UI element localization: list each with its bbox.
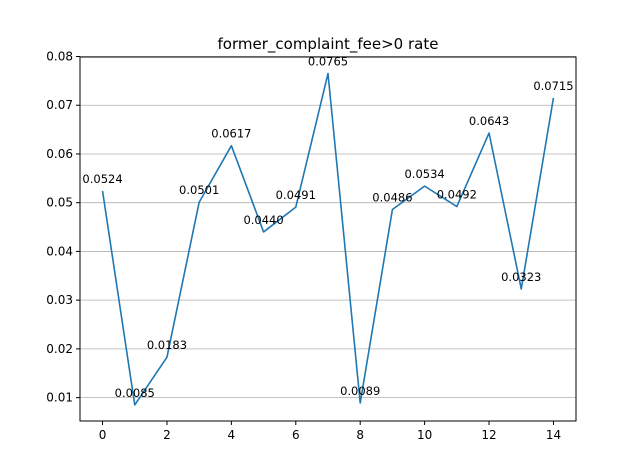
x-tick-label: 14 bbox=[546, 428, 561, 442]
data-label: 0.0440 bbox=[243, 213, 283, 227]
data-label: 0.0492 bbox=[437, 188, 477, 202]
data-label: 0.0534 bbox=[404, 167, 444, 181]
x-tick-label: 2 bbox=[163, 428, 171, 442]
y-tick-label: 0.04 bbox=[46, 244, 73, 258]
data-label: 0.0323 bbox=[501, 270, 541, 284]
axes: 0.01 0.02 0.03 0.04 0.05 0.06 0.07 0.08 0 2 4 6 8 10 1… bbox=[46, 50, 577, 442]
x-tick-label: 4 bbox=[228, 428, 236, 442]
data-label: 0.0524 bbox=[82, 172, 122, 186]
y-tick-label: 0.01 bbox=[46, 391, 73, 405]
data-label: 0.0765 bbox=[308, 55, 348, 69]
x-tick-label: 12 bbox=[481, 428, 496, 442]
y-tick-label: 0.03 bbox=[46, 293, 73, 307]
data-label: 0.0617 bbox=[211, 127, 251, 141]
data-label: 0.0085 bbox=[115, 386, 155, 400]
data-labels: 0.0524 0.0085 0.0183 0.0501 0.0617 0.0440 0.04… bbox=[82, 55, 573, 400]
data-label: 0.0501 bbox=[179, 183, 219, 197]
series-layer bbox=[101, 72, 555, 406]
y-tick-label: 0.07 bbox=[46, 98, 73, 112]
data-label: 0.0486 bbox=[372, 191, 412, 205]
data-label: 0.0183 bbox=[147, 338, 187, 352]
y-tick-label: 0.06 bbox=[46, 147, 73, 161]
data-label: 0.0643 bbox=[469, 114, 509, 128]
data-label: 0.0089 bbox=[340, 384, 380, 398]
plot-frame bbox=[79, 56, 577, 422]
x-tick-label: 10 bbox=[417, 428, 432, 442]
y-tick-label: 0.05 bbox=[46, 196, 73, 210]
x-tick-label: 6 bbox=[292, 428, 300, 442]
x-tick-label: 8 bbox=[356, 428, 364, 442]
data-label: 0.0491 bbox=[276, 188, 316, 202]
y-tick-label: 0.02 bbox=[46, 342, 73, 356]
y-tick-label: 0.08 bbox=[46, 50, 73, 64]
x-tick-label: 0 bbox=[99, 428, 107, 442]
data-label: 0.0715 bbox=[533, 79, 573, 93]
grid-lines bbox=[80, 56, 576, 399]
chart-title: former_complaint_fee>0 rate bbox=[218, 35, 439, 54]
